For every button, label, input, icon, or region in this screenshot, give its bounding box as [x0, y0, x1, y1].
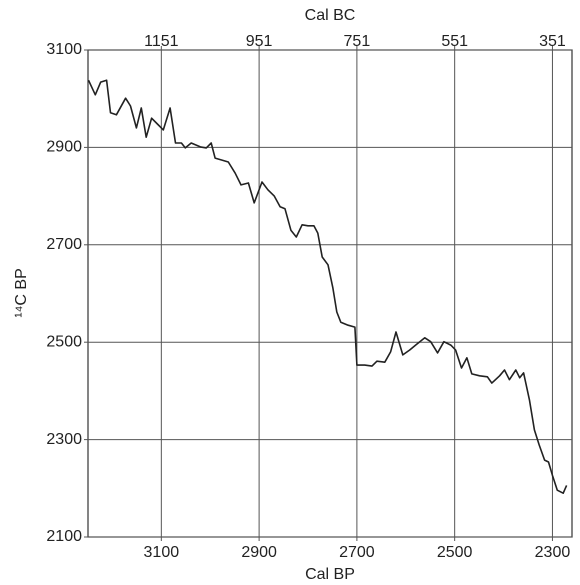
- x-axis-title: Cal BP: [305, 566, 355, 583]
- x2-tick-label: 1151: [144, 33, 179, 50]
- x-tick-label: 2500: [437, 544, 473, 561]
- x-tick-label: 3100: [144, 544, 180, 561]
- x2-tick-label: 351: [539, 33, 566, 50]
- plot-frame: [87, 49, 573, 538]
- x-tick-label: 2700: [339, 544, 375, 561]
- x2-tick-label: 951: [246, 33, 273, 50]
- y-tick-label: 2900: [46, 139, 82, 156]
- y-tick-label: 3100: [46, 41, 82, 58]
- y-tick-label: 2700: [46, 236, 82, 253]
- y-axis-title: ¹⁴C BP: [13, 268, 30, 318]
- x2-tick-label: 751: [344, 33, 371, 50]
- x2-tick-label: 551: [441, 33, 468, 50]
- x-tick-label: 2300: [535, 544, 571, 561]
- y-tick-label: 2100: [46, 528, 82, 545]
- x-tick-label: 2900: [241, 544, 277, 561]
- y-tick-label: 2500: [46, 333, 82, 350]
- x2-axis-title: Cal BC: [305, 7, 356, 24]
- data-line: [87, 79, 568, 494]
- y-tick-label: 2300: [46, 431, 82, 448]
